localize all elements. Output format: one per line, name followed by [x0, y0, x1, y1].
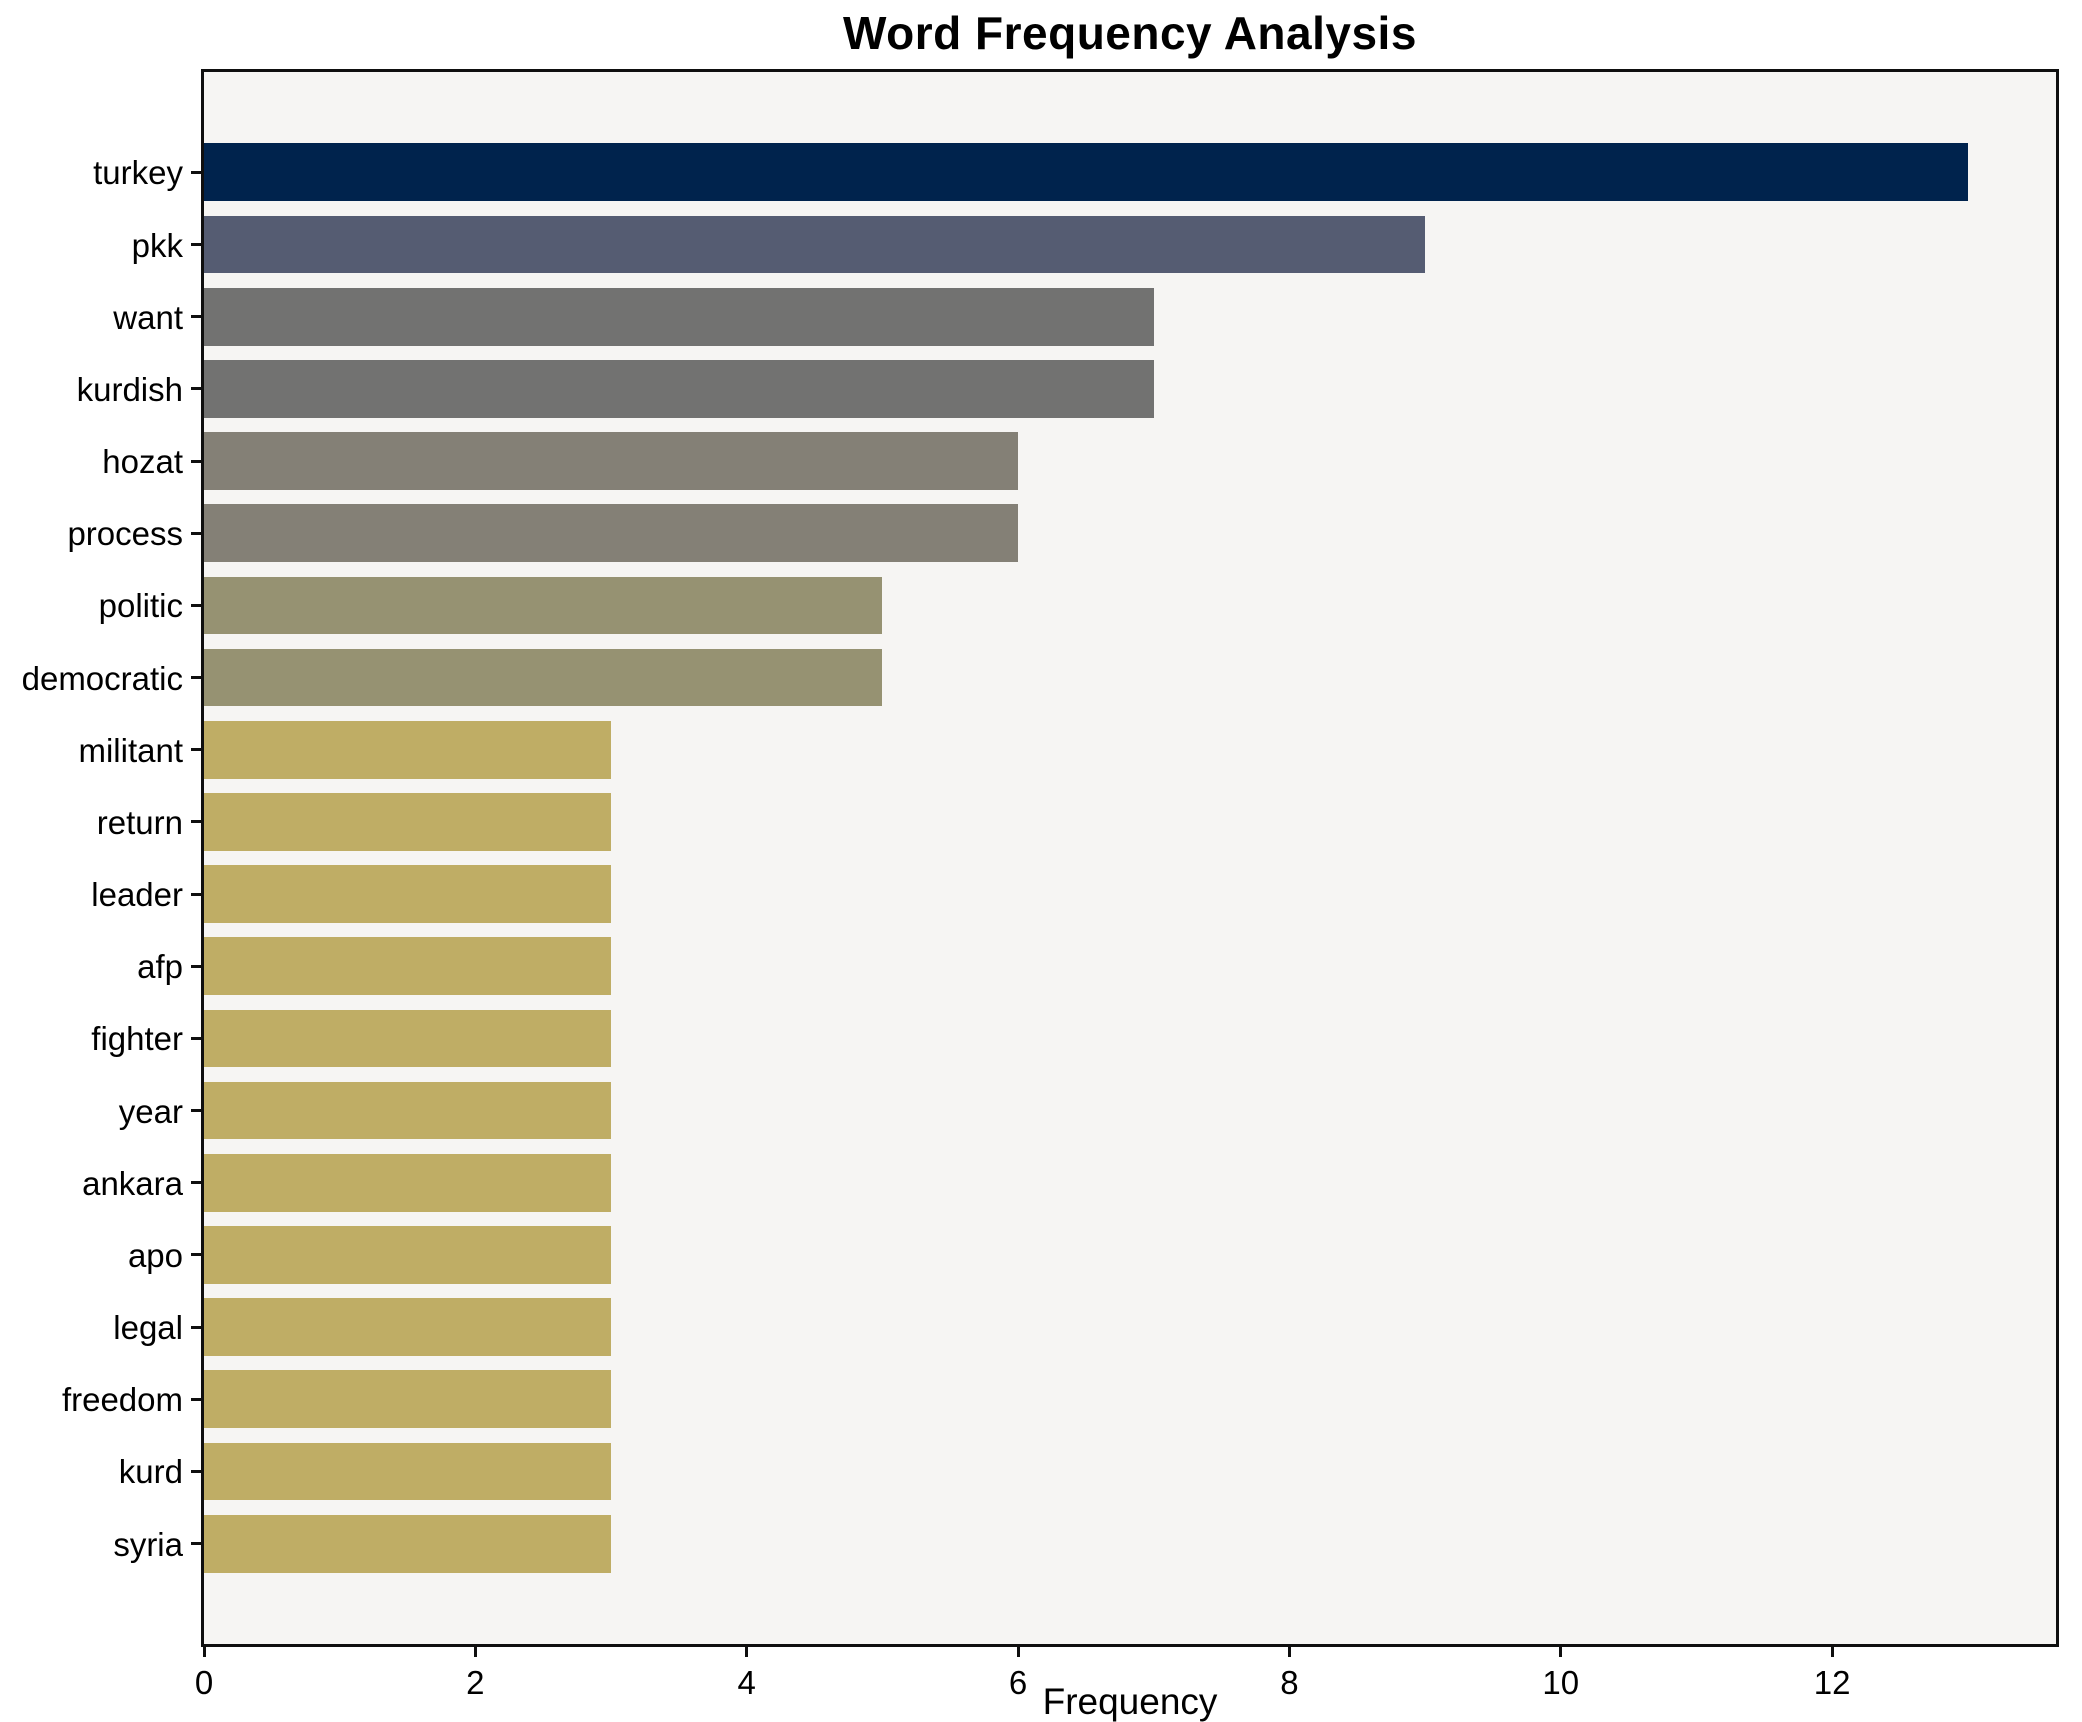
bar-leader — [204, 865, 612, 923]
plot-area — [201, 69, 2059, 1647]
y-tick-label-ankara: ankara — [82, 1164, 183, 1202]
bar-fighter — [204, 1009, 612, 1068]
bar-apo — [204, 1226, 612, 1284]
bar-pkk — [204, 215, 1426, 274]
y-tick-mark — [191, 1036, 201, 1040]
y-tick-mark — [191, 820, 201, 824]
y-tick-mark — [191, 1325, 201, 1329]
y-tick-label-turkey: turkey — [93, 154, 183, 192]
y-tick-mark — [191, 387, 201, 391]
y-tick-label-process: process — [67, 515, 183, 553]
x-tick-mark — [1559, 1647, 1563, 1657]
bar-year — [204, 1081, 612, 1140]
x-tick-label-0: 0 — [194, 1664, 214, 1701]
y-tick-label-freedom: freedom — [61, 1381, 183, 1419]
y-tick-label-politic: politic — [98, 587, 183, 625]
y-tick-label-kurdish: kurdish — [76, 370, 183, 408]
y-tick-label-kurd: kurd — [118, 1453, 183, 1491]
bar-politic — [204, 576, 883, 635]
x-tick-mark — [1016, 1647, 1020, 1657]
y-tick-mark — [191, 676, 201, 680]
y-tick-label-return: return — [96, 803, 183, 841]
chart-title: Word Frequency Analysis — [843, 7, 1417, 59]
x-tick-mark — [1830, 1647, 1834, 1657]
y-tick-mark — [191, 315, 201, 319]
bar-militant — [204, 720, 612, 779]
bar-freedom — [204, 1370, 612, 1429]
y-tick-label-want: want — [113, 298, 183, 336]
bar-legal — [204, 1298, 612, 1356]
y-tick-mark — [191, 1397, 201, 1401]
y-tick-label-pkk: pkk — [131, 226, 183, 264]
x-tick-label-2: 2 — [466, 1664, 485, 1701]
bar-afp — [204, 937, 612, 996]
y-tick-mark — [191, 1542, 201, 1546]
x-tick-label-8: 8 — [1280, 1664, 1299, 1701]
y-tick-label-hozat: hozat — [102, 443, 183, 481]
x-tick-label-6: 6 — [1008, 1664, 1028, 1701]
y-tick-label-leader: leader — [91, 876, 183, 914]
y-tick-mark — [191, 170, 201, 174]
x-tick-mark — [473, 1647, 477, 1657]
x-tick-mark — [1287, 1647, 1291, 1657]
y-tick-mark — [191, 1181, 201, 1185]
bar-want — [204, 287, 1154, 346]
y-tick-label-syria: syria — [113, 1525, 183, 1563]
y-tick-label-year: year — [118, 1092, 183, 1130]
y-tick-mark — [191, 531, 201, 535]
x-tick-label-10: 10 — [1542, 1664, 1580, 1701]
bar-ankara — [204, 1153, 612, 1212]
y-tick-label-fighter: fighter — [91, 1020, 183, 1058]
bar-turkey — [204, 143, 1968, 202]
y-tick-mark — [191, 748, 201, 752]
y-tick-mark — [191, 1253, 201, 1257]
y-tick-mark — [191, 1109, 201, 1113]
y-tick-mark — [191, 603, 201, 607]
y-tick-mark — [191, 243, 201, 246]
y-tick-mark — [191, 1469, 201, 1473]
y-tick-label-legal: legal — [113, 1309, 183, 1347]
bar-kurd — [204, 1442, 612, 1501]
x-tick-label-4: 4 — [737, 1664, 756, 1701]
bar-return — [204, 793, 612, 851]
y-tick-label-apo: apo — [127, 1236, 183, 1274]
y-tick-mark — [191, 892, 201, 896]
bar-kurdish — [204, 359, 1154, 418]
x-tick-mark — [202, 1647, 206, 1657]
x-tick-mark — [745, 1647, 749, 1657]
x-axis-title: Frequency — [1042, 1681, 1218, 1722]
y-tick-mark — [191, 964, 201, 968]
y-tick-label-democratic: democratic — [21, 659, 183, 697]
y-tick-mark — [191, 459, 201, 463]
y-tick-label-militant: militant — [78, 731, 183, 769]
bar-process — [204, 504, 1019, 563]
x-tick-label-12: 12 — [1813, 1664, 1851, 1701]
bar-democratic — [204, 648, 883, 707]
y-tick-label-afp: afp — [137, 948, 183, 986]
bar-syria — [204, 1514, 612, 1573]
bar-hozat — [204, 432, 1019, 490]
